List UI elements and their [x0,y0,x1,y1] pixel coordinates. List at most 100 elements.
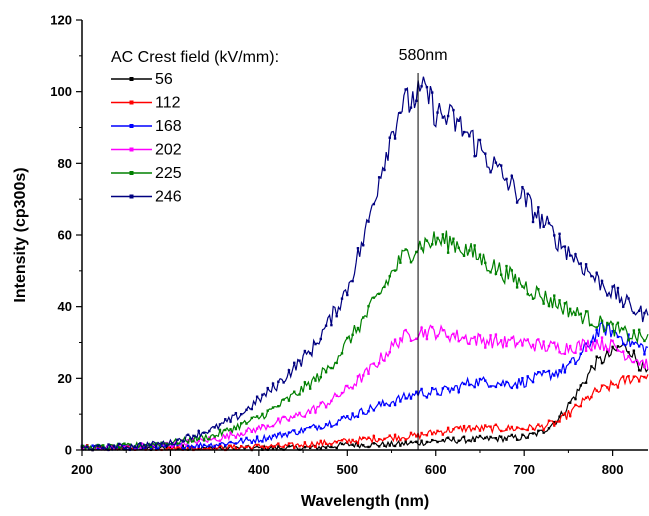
series-point [505,438,508,441]
series-point [622,305,625,308]
series-point [563,371,567,374]
series-point [383,444,386,447]
series-point [155,442,158,445]
series-point [547,344,551,348]
y-tick-label: 0 [65,443,72,458]
series-point [553,374,556,377]
series-point [457,246,460,250]
series-point [415,99,418,102]
series-point [484,152,487,155]
series-point [574,351,577,354]
series-point [584,349,588,352]
series-point [499,164,503,167]
series-point [600,361,604,365]
series-point [255,427,259,430]
series-point [197,445,200,448]
series-point [155,445,158,448]
series-point [584,381,588,384]
series-point [388,434,391,437]
series-point [176,443,179,447]
series-point [415,440,418,443]
series-point [510,425,514,429]
series-point [186,439,190,442]
series-point [489,385,492,388]
series-point [255,415,259,418]
series-point [611,329,614,333]
series-point [404,88,407,91]
series-point [526,428,529,432]
series-point [261,423,264,427]
series-line [81,76,649,452]
series-point [393,338,397,341]
series-point [107,443,110,446]
series-point [590,395,593,399]
series-point [637,380,641,383]
series-point [277,432,280,436]
series-point [213,436,216,440]
series-point [579,262,582,265]
series-point [489,334,492,337]
series-point [181,444,185,447]
series-point [282,398,285,401]
series-point [574,397,577,401]
series-point [117,446,121,449]
series-point [239,422,243,425]
series-point [616,321,620,325]
series-point [446,335,450,339]
series-point [102,447,105,451]
series-point [192,439,195,443]
series-point [553,424,556,427]
series-point [499,435,503,438]
series-point [372,442,376,445]
series-point [218,423,222,426]
series-point [643,311,646,315]
series-point [558,415,561,418]
legend-label: 168 [155,118,182,135]
series-point [287,445,291,448]
series-point [409,260,413,264]
series-point [531,220,535,224]
series-point [409,106,413,109]
series-point [234,411,238,415]
series-point [208,429,211,433]
series-point [367,445,370,449]
series-point [213,446,216,450]
series-point [160,444,163,447]
series-point [372,362,376,365]
series-point [171,442,174,445]
series-point [462,336,466,340]
series-point [293,415,296,418]
series-point [505,264,508,268]
series-point [553,294,556,297]
series-point [335,361,338,365]
series-point [574,403,577,407]
series-point [627,339,630,342]
series-point [446,114,450,118]
series-point [468,383,471,387]
series-point [420,85,423,88]
series-point [489,271,492,274]
legend-label: 56 [155,71,173,88]
series-point [521,427,524,431]
series-point [171,445,174,449]
annotation-label: 580nm [399,47,448,64]
series-point [261,445,264,448]
series-point [457,439,460,442]
series-point [611,339,614,343]
series-point [314,379,317,382]
series-point [377,362,381,365]
series-point [431,325,434,329]
series-point [415,337,418,341]
series-point [468,439,471,442]
series-point [431,243,434,246]
series-point [319,447,322,450]
series-point [643,375,646,379]
legend-label: 112 [155,95,181,112]
series-point [239,437,243,441]
series-56 [80,342,649,452]
series-point [473,427,476,431]
series-point [351,279,354,283]
series-point [377,438,381,441]
series-point [568,401,572,404]
series-point [117,442,121,446]
